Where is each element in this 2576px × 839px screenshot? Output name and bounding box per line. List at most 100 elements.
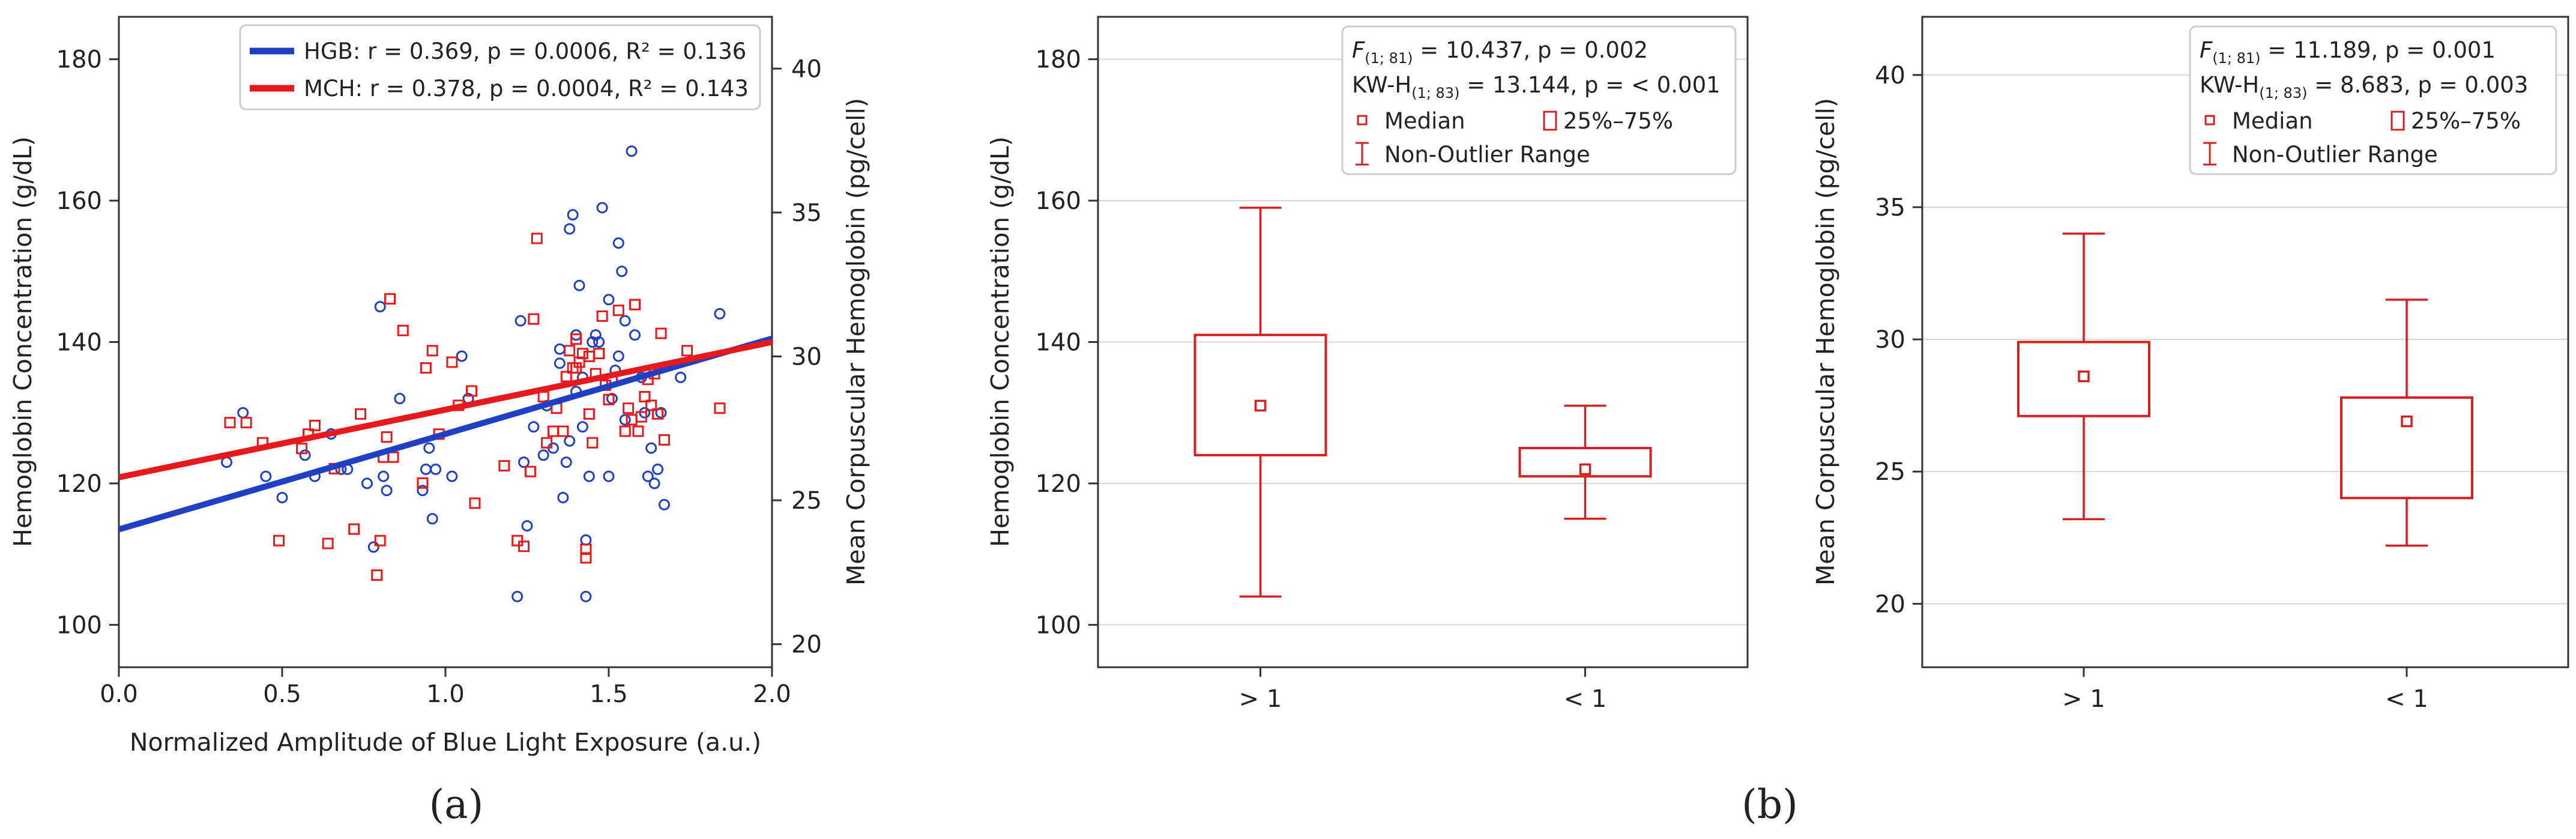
stat-line: KW-H(1; 83) = 13.144, p = < 0.001 [1352, 72, 1721, 101]
hgb-point [603, 470, 615, 482]
mch-point [528, 313, 540, 325]
y-tick-label: 20 [1875, 590, 1905, 618]
x-tick-label: > 1 [1239, 685, 1282, 713]
hgb-point [583, 470, 595, 482]
mch-point [426, 345, 438, 357]
hgb-fit-line [118, 335, 773, 533]
mch-point [583, 408, 595, 420]
median-marker [2401, 415, 2413, 428]
stats-legend-box [2189, 25, 2557, 175]
hgb-point [616, 265, 628, 277]
fit-lines [118, 335, 773, 533]
hgb-point [374, 301, 386, 313]
hgb-point [420, 463, 432, 475]
mch-fit-line [118, 339, 773, 480]
hgb-point [603, 294, 615, 306]
hgb-point [626, 145, 638, 157]
box-panel-hgb: 100 120 140 160 180 > 1 < 1 F(1; 81) = 10.437,… [986, 16, 1798, 828]
y-tick-label-right: 25 [791, 487, 822, 515]
mch-point [511, 535, 523, 547]
x-tick-label: 0.0 [100, 680, 138, 708]
mch-point [619, 425, 631, 437]
scatter-panel: 0.0 0.5 1.0 1.5 2.0 100 120 140 160 180 20 25 30 35 40… [8, 16, 870, 828]
y-tick-label-right: 40 [791, 55, 822, 83]
y-tick-label: 25 [1875, 458, 1905, 486]
hgb-point [580, 534, 592, 546]
hgb-point [237, 407, 249, 419]
hgb-point [606, 393, 618, 405]
mch-point [603, 393, 615, 405]
mch-point [296, 443, 308, 455]
hgb-point [394, 393, 406, 405]
x-tick-label: 2.0 [753, 680, 791, 708]
y-tick-label-left: 120 [56, 470, 102, 498]
hgb-point [593, 336, 605, 348]
y-tick-label: 30 [1875, 326, 1905, 354]
stats-legend-box [1341, 25, 1737, 175]
mch-point [596, 310, 608, 322]
box-ticks-mch: 20 25 30 35 40 > 1 < 1 [1875, 62, 2428, 713]
hgb-point [580, 590, 592, 602]
mch-point [570, 362, 582, 374]
hgb-point [629, 329, 641, 341]
hgb-point [642, 470, 654, 482]
hgb-point [260, 470, 272, 482]
hgb-point [564, 223, 576, 235]
y-tick-label-right: 20 [791, 631, 822, 659]
legend-median-label: Median [1384, 108, 1465, 134]
hgb-point [564, 435, 576, 447]
hgb-point [612, 350, 624, 362]
y-axis-title-box-hgb: Hemoglobin Concentration (g/dL) [986, 136, 1015, 547]
mch-point [570, 333, 582, 345]
mch-point [635, 411, 647, 423]
hgb-point [430, 463, 442, 475]
y-tick-label: 40 [1875, 62, 1905, 89]
y-tick-label-left: 160 [56, 187, 102, 215]
y-tick-label-right: 30 [791, 343, 822, 371]
mch-point [652, 408, 664, 420]
mch-point [397, 324, 409, 336]
box-ticks-hgb: 100 120 140 160 180 > 1 < 1 [1036, 46, 1607, 713]
hgb-point [573, 279, 585, 291]
legend-iqr-swatch [1543, 111, 1557, 131]
legend-label-hgb: HGB: r = 0.369, p = 0.0006, R² = 0.136 [304, 38, 746, 64]
mch-point [371, 569, 383, 581]
panel-label-b: (b) [1742, 781, 1798, 828]
y-axis-title-right: Mean Corpuscular Hemoglobin (pg/cell) [842, 98, 870, 586]
hgb-point [221, 456, 233, 468]
mch-point [524, 465, 536, 477]
x-axis-title: Normalized Amplitude of Blue Light Expos… [130, 728, 761, 757]
mch-point [466, 385, 478, 397]
hgb-point [576, 421, 588, 433]
hgb-point [378, 470, 390, 482]
legend-median-marker [1357, 115, 1368, 126]
legend-range-label: Non-Outlier Range [2232, 142, 2438, 168]
mch-point [322, 538, 334, 550]
mch-point [645, 399, 657, 411]
y-tick-label: 35 [1875, 194, 1905, 222]
mch-point [224, 417, 236, 429]
mch-point [612, 304, 624, 317]
hgb-point [361, 477, 373, 489]
mch-point [374, 535, 386, 547]
box-plot-frame-mch [1921, 16, 2569, 668]
median-marker [2078, 370, 2090, 383]
y-tick-label: 140 [1036, 329, 1081, 357]
hgb-point [554, 343, 566, 355]
mch-point [309, 419, 321, 431]
hgb-point [652, 463, 664, 475]
mch-point [623, 402, 635, 414]
hgb-point [619, 414, 631, 426]
y-tick-label: 180 [1036, 46, 1081, 74]
mch-point [587, 437, 599, 449]
hgb-point [714, 307, 726, 320]
hgb-point [521, 520, 533, 532]
mch-point [576, 348, 588, 360]
mch-point [469, 497, 481, 509]
hgb-point [612, 237, 624, 249]
mch-point [384, 293, 396, 305]
mch-point [541, 437, 553, 449]
hgb-point [381, 485, 393, 497]
mch-point [518, 541, 530, 553]
panel-label-a: (a) [429, 781, 484, 828]
